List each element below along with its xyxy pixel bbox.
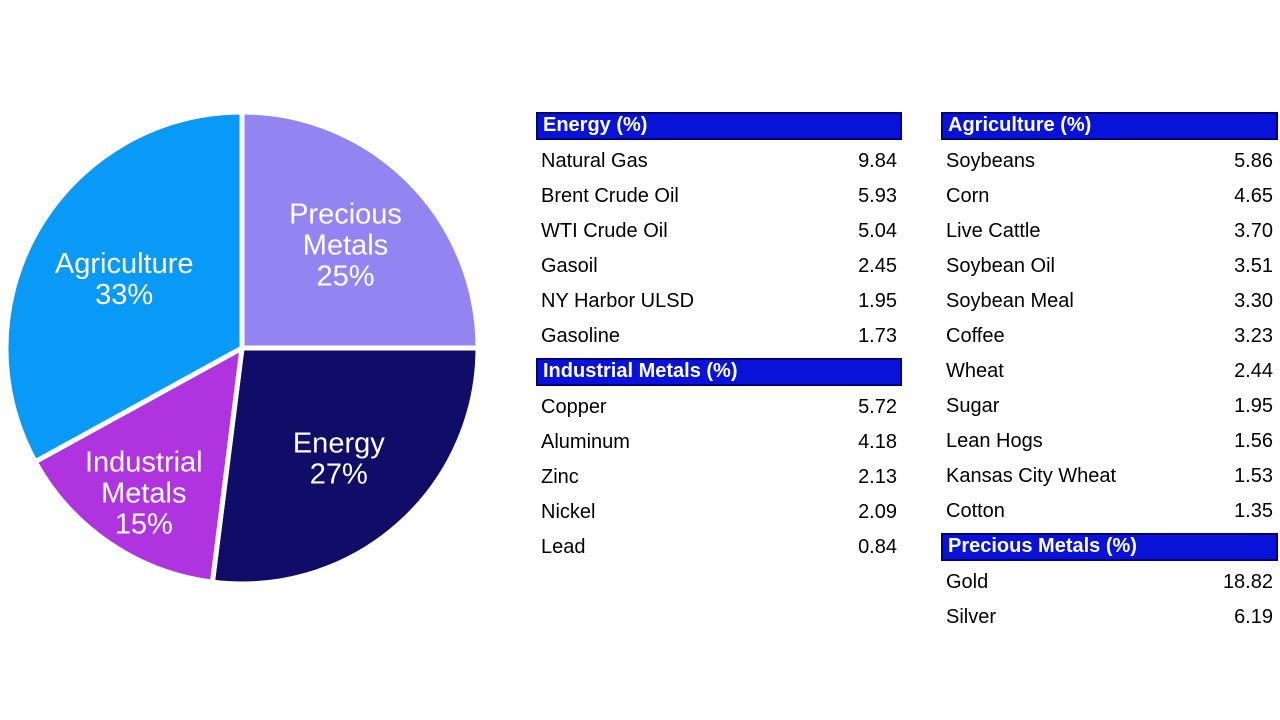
table-row-cotton: Cotton 1.35 xyxy=(941,494,1278,529)
industrial-metals-table-header: Industrial Metals (%) xyxy=(536,358,902,386)
energy-table-rows: Natural Gas 9.84 Brent Crude Oil 5.93 WTI Cr… xyxy=(536,144,902,354)
commodity-name: Gasoil xyxy=(541,255,598,277)
commodity-weight: 2.45 xyxy=(858,255,897,277)
commodity-weight: 1.73 xyxy=(858,325,897,347)
pie-label-precious-metals: Precious Metals 25% xyxy=(289,199,402,293)
commodity-weight: 1.95 xyxy=(858,290,897,312)
pie-chart: Precious Metals 25% Energy 27% Industrial Meta… xyxy=(3,109,481,587)
pie-slice-industrial-metals xyxy=(32,345,245,585)
precious-metals-table-header: Precious Metals (%) xyxy=(941,533,1278,561)
energy-table: Energy (%) Natural Gas 9.84 Brent Crude Oi… xyxy=(536,112,902,354)
pie-slice-precious-metals xyxy=(239,109,481,351)
commodity-weight: 4.18 xyxy=(858,431,897,453)
commodity-name: Gold xyxy=(946,571,989,593)
commodity-name: Corn xyxy=(946,185,990,207)
commodity-name: Soybean Meal xyxy=(946,290,1074,312)
commodity-weight: 4.65 xyxy=(1234,185,1273,207)
table-row-silver: Silver 6.19 xyxy=(941,600,1278,635)
pie-label-industrial-metals: Industrial Metals 15% xyxy=(85,446,203,540)
commodity-weight: 3.23 xyxy=(1234,325,1273,347)
table-row-gasoil: Gasoil 2.45 xyxy=(536,249,902,284)
commodity-name: NY Harbor ULSD xyxy=(541,290,695,312)
commodity-weight: 3.70 xyxy=(1234,220,1273,242)
commodity-weight: 5.72 xyxy=(858,396,897,418)
commodity-name: Copper xyxy=(541,396,607,418)
commodity-weight: 2.13 xyxy=(858,466,897,488)
table-row-soybean-meal: Soybean Meal 3.30 xyxy=(941,284,1278,319)
table-row-live-cattle: Live Cattle 3.70 xyxy=(941,214,1278,249)
commodity-weight: 9.84 xyxy=(858,150,897,172)
commodity-weight: 5.93 xyxy=(858,185,897,207)
commodity-name: Sugar xyxy=(946,395,1000,417)
pie-slice-energy xyxy=(209,345,481,587)
table-row-nickel: Nickel 2.09 xyxy=(536,495,902,530)
table-row-natural-gas: Natural Gas 9.84 xyxy=(536,144,902,179)
commodity-weight: 0.84 xyxy=(858,536,897,558)
precious-metals-table-rows: Gold 18.82 Silver 6.19 xyxy=(941,565,1278,635)
agriculture-table: Agriculture (%) Soybeans 5.86 Corn 4.65 Live… xyxy=(941,112,1278,529)
agriculture-table-header: Agriculture (%) xyxy=(941,112,1278,140)
table-row-lead: Lead 0.84 xyxy=(536,530,902,565)
commodity-weight: 2.09 xyxy=(858,501,897,523)
industrial-metals-table-rows: Copper 5.72 Aluminum 4.18 Zinc 2.13 Nickel 2.09… xyxy=(536,390,902,565)
pie-label-agriculture: Agriculture 33% xyxy=(55,248,194,311)
table-row-lean-hogs: Lean Hogs 1.56 xyxy=(941,424,1278,459)
commodity-weight: 18.82 xyxy=(1222,571,1273,593)
commodity-name: Silver xyxy=(946,606,997,628)
precious-metals-table: Precious Metals (%) Gold 18.82 Silver 6.19 xyxy=(941,533,1278,635)
commodity-name: Soybeans xyxy=(946,150,1035,172)
table-row-kansas-city-wheat: Kansas City Wheat 1.53 xyxy=(941,459,1278,494)
commodity-weight: 3.30 xyxy=(1234,290,1273,312)
commodity-name: Gasoline xyxy=(541,325,620,347)
commodity-weight: 3.51 xyxy=(1234,255,1273,277)
table-row-zinc: Zinc 2.13 xyxy=(536,460,902,495)
agriculture-table-rows: Soybeans 5.86 Corn 4.65 Live Cattle 3.70 Soybe… xyxy=(941,144,1278,529)
table-row-soybean-oil: Soybean Oil 3.51 xyxy=(941,249,1278,284)
table-row-wti-crude-oil: WTI Crude Oil 5.04 xyxy=(536,214,902,249)
commodity-name: Cotton xyxy=(946,500,1005,522)
commodity-name: Lead xyxy=(541,536,586,558)
table-row-sugar: Sugar 1.95 xyxy=(941,389,1278,424)
commodity-name: Coffee xyxy=(946,325,1005,347)
commodity-weight: 5.04 xyxy=(858,220,897,242)
commodity-name: WTI Crude Oil xyxy=(541,220,668,242)
table-row-coffee: Coffee 3.23 xyxy=(941,319,1278,354)
table-row-ny-harbor-ulsd: NY Harbor ULSD 1.95 xyxy=(536,284,902,319)
commodity-name: Zinc xyxy=(541,466,579,488)
industrial-metals-table: Industrial Metals (%) Copper 5.72 Aluminum… xyxy=(536,358,902,565)
energy-table-header: Energy (%) xyxy=(536,112,902,140)
commodity-weight: 1.53 xyxy=(1234,465,1273,487)
commodity-name: Soybean Oil xyxy=(946,255,1055,277)
table-row-copper: Copper 5.72 xyxy=(536,390,902,425)
commodity-name: Wheat xyxy=(946,360,1004,382)
table-row-corn: Corn 4.65 xyxy=(941,179,1278,214)
commodity-weight: 1.95 xyxy=(1234,395,1273,417)
commodity-weight: 1.35 xyxy=(1234,500,1273,522)
commodity-name: Lean Hogs xyxy=(946,430,1043,452)
table-row-gasoline: Gasoline 1.73 xyxy=(536,319,902,354)
commodity-name: Nickel xyxy=(541,501,596,523)
commodity-name: Aluminum xyxy=(541,431,630,453)
table-row-gold: Gold 18.82 xyxy=(941,565,1278,600)
tables-column-left: Energy (%) Natural Gas 9.84 Brent Crude Oi… xyxy=(536,112,902,565)
commodity-weight: 5.86 xyxy=(1234,150,1273,172)
table-row-aluminum: Aluminum 4.18 xyxy=(536,425,902,460)
pie-slice-agriculture xyxy=(3,109,245,465)
commodity-name: Brent Crude Oil xyxy=(541,185,679,207)
tables-column-right: Agriculture (%) Soybeans 5.86 Corn 4.65 Live… xyxy=(941,112,1278,635)
commodity-name: Kansas City Wheat xyxy=(946,465,1117,487)
pie-label-energy: Energy 27% xyxy=(293,427,385,490)
commodity-weight: 2.44 xyxy=(1234,360,1273,382)
commodity-weight: 6.19 xyxy=(1234,606,1273,628)
table-row-soybeans: Soybeans 5.86 xyxy=(941,144,1278,179)
table-row-brent-crude-oil: Brent Crude Oil 5.93 xyxy=(536,179,902,214)
table-row-wheat: Wheat 2.44 xyxy=(941,354,1278,389)
commodity-weight: 1.56 xyxy=(1234,430,1273,452)
commodity-name: Natural Gas xyxy=(541,150,648,172)
commodity-name: Live Cattle xyxy=(946,220,1041,242)
